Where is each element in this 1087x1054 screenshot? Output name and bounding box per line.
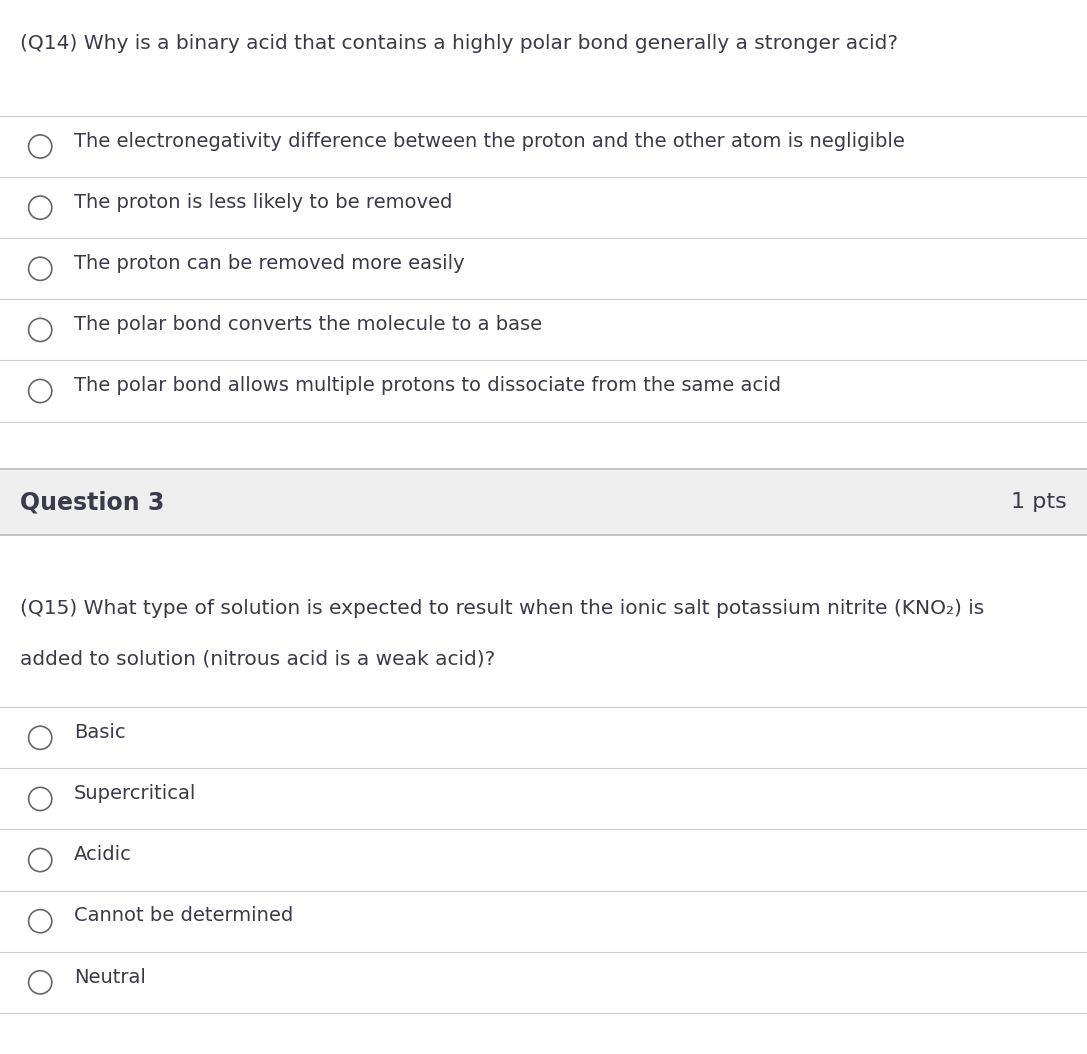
- Text: (Q15) What type of solution is expected to result when the ionic salt potassium : (Q15) What type of solution is expected …: [20, 599, 984, 618]
- Ellipse shape: [28, 910, 52, 933]
- Text: (Q14) Why is a binary acid that contains a highly polar bond generally a stronge: (Q14) Why is a binary acid that contains…: [20, 34, 898, 53]
- Ellipse shape: [28, 971, 52, 994]
- Text: The polar bond converts the molecule to a base: The polar bond converts the molecule to …: [74, 315, 542, 334]
- Text: The electronegativity difference between the proton and the other atom is neglig: The electronegativity difference between…: [74, 132, 904, 151]
- Text: Supercritical: Supercritical: [74, 784, 197, 803]
- Text: Neutral: Neutral: [74, 968, 146, 987]
- Ellipse shape: [28, 135, 52, 158]
- Text: Cannot be determined: Cannot be determined: [74, 906, 293, 925]
- Text: Basic: Basic: [74, 723, 125, 742]
- Ellipse shape: [28, 318, 52, 341]
- Text: The proton is less likely to be removed: The proton is less likely to be removed: [74, 193, 452, 212]
- Text: The polar bond allows multiple protons to dissociate from the same acid: The polar bond allows multiple protons t…: [74, 376, 780, 395]
- Ellipse shape: [28, 379, 52, 403]
- Ellipse shape: [28, 787, 52, 811]
- Ellipse shape: [28, 848, 52, 872]
- Text: The proton can be removed more easily: The proton can be removed more easily: [74, 254, 464, 273]
- Ellipse shape: [28, 726, 52, 749]
- Text: added to solution (nitrous acid is a weak acid)?: added to solution (nitrous acid is a wea…: [20, 649, 495, 668]
- Ellipse shape: [28, 196, 52, 219]
- Text: Question 3: Question 3: [20, 490, 164, 514]
- Text: Acidic: Acidic: [74, 845, 132, 864]
- Bar: [0, 469, 1087, 535]
- Text: 1 pts: 1 pts: [1011, 492, 1066, 512]
- Ellipse shape: [28, 257, 52, 280]
